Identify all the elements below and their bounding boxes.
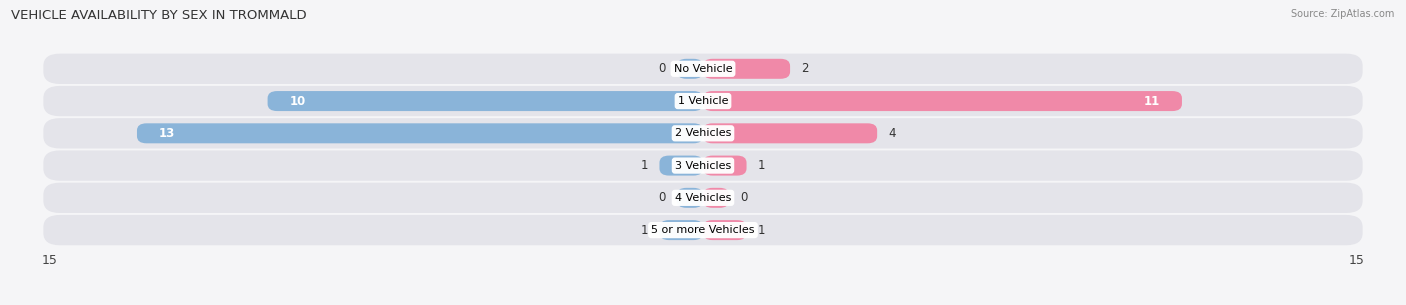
- Text: 1: 1: [641, 159, 648, 172]
- FancyBboxPatch shape: [267, 91, 703, 111]
- Text: 1: 1: [641, 224, 648, 237]
- Text: No Vehicle: No Vehicle: [673, 64, 733, 74]
- Text: 0: 0: [740, 191, 748, 204]
- FancyBboxPatch shape: [703, 59, 790, 79]
- FancyBboxPatch shape: [44, 215, 1362, 245]
- FancyBboxPatch shape: [703, 91, 1182, 111]
- Text: 0: 0: [658, 191, 666, 204]
- Text: 2 Vehicles: 2 Vehicles: [675, 128, 731, 138]
- Text: 5 or more Vehicles: 5 or more Vehicles: [651, 225, 755, 235]
- Text: 13: 13: [159, 127, 174, 140]
- Text: 1: 1: [758, 159, 765, 172]
- FancyBboxPatch shape: [676, 59, 703, 79]
- FancyBboxPatch shape: [44, 86, 1362, 116]
- Text: 3 Vehicles: 3 Vehicles: [675, 160, 731, 170]
- FancyBboxPatch shape: [44, 118, 1362, 149]
- FancyBboxPatch shape: [703, 188, 730, 208]
- FancyBboxPatch shape: [676, 188, 703, 208]
- FancyBboxPatch shape: [44, 54, 1362, 84]
- Text: 1 Vehicle: 1 Vehicle: [678, 96, 728, 106]
- Text: Source: ZipAtlas.com: Source: ZipAtlas.com: [1291, 9, 1395, 19]
- Text: 4 Vehicles: 4 Vehicles: [675, 193, 731, 203]
- Legend: Male, Female: Male, Female: [643, 302, 763, 305]
- FancyBboxPatch shape: [703, 123, 877, 143]
- Text: VEHICLE AVAILABILITY BY SEX IN TROMMALD: VEHICLE AVAILABILITY BY SEX IN TROMMALD: [11, 9, 307, 22]
- FancyBboxPatch shape: [44, 150, 1362, 181]
- Text: 1: 1: [758, 224, 765, 237]
- Text: 2: 2: [801, 62, 808, 75]
- Text: 4: 4: [889, 127, 896, 140]
- FancyBboxPatch shape: [136, 123, 703, 143]
- Text: 0: 0: [658, 62, 666, 75]
- FancyBboxPatch shape: [703, 156, 747, 176]
- Text: 10: 10: [290, 95, 305, 108]
- FancyBboxPatch shape: [659, 156, 703, 176]
- FancyBboxPatch shape: [703, 220, 747, 240]
- FancyBboxPatch shape: [659, 220, 703, 240]
- FancyBboxPatch shape: [44, 183, 1362, 213]
- Text: 11: 11: [1144, 95, 1160, 108]
